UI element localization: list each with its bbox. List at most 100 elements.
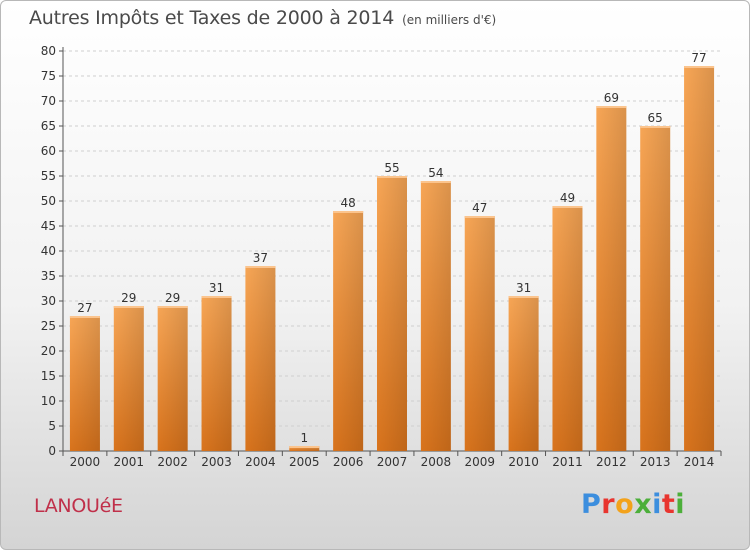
bars [69,66,715,451]
bar-shade [157,306,188,451]
y-tick-label: 10 [41,394,56,408]
y-tick-label: 70 [41,94,56,108]
bar-top [201,296,232,298]
bar-value-label: 31 [209,281,224,295]
bar-top [377,176,407,178]
y-tick-label: 75 [41,69,56,83]
logo-letter: P [581,489,602,520]
chart-title: Autres Impôts et Taxes de 2000 à 2014 [29,7,395,29]
bar-value-label: 48 [340,196,355,210]
bar-shade [420,181,451,451]
x-tick-label: 2014 [684,455,715,469]
bar-value-label: 29 [165,291,180,305]
x-tick-label: 2006 [333,455,364,469]
bar-top [289,446,320,448]
bar-shade [377,176,407,451]
x-tick-label: 2013 [640,455,671,469]
bar-top [508,296,539,298]
bar-2007 [377,176,407,451]
logo-letter: x [634,489,653,520]
bar-top [113,306,144,308]
y-tick-label: 20 [41,344,56,358]
bar-value-label: 29 [121,291,136,305]
x-tick-label: 2005 [289,455,320,469]
bar-2012 [596,106,627,451]
bar-2002 [157,306,188,451]
x-tick-label: 2009 [464,455,495,469]
bar-top [245,266,276,268]
y-tick-label: 55 [41,169,56,183]
bar-2003 [201,296,232,451]
bar-2005 [289,446,320,451]
bar-shade [684,66,715,451]
bar-shade [69,316,100,451]
x-tick-label: 2000 [70,455,101,469]
bar-2011 [552,206,583,451]
x-tick-label: 2012 [596,455,627,469]
chart-subtitle: (en milliers d'€) [402,13,497,27]
bar-shade [596,106,627,451]
bar-value-label: 49 [560,191,575,205]
logo-letter: i [652,489,662,520]
bar-top [420,181,451,183]
bar-shade [508,296,539,451]
bar-shade [113,306,144,451]
bar-shade [289,446,320,451]
bar-value-label: 27 [77,301,92,315]
bar-shade [464,216,495,451]
bar-value-label: 69 [604,91,619,105]
bar-2001 [113,306,144,451]
bar-value-label: 54 [428,166,443,180]
x-tick-label: 2003 [201,455,232,469]
bar-top [333,211,364,213]
logo-letter: i [675,489,686,520]
bar-top [464,216,495,218]
bar-2014 [684,66,715,451]
commune-name: LANOUéE [34,495,123,517]
bar-value-labels: 27 29 29 31 37 1 48 55 54 47 31 49 69 65 77 [77,51,706,445]
bar-value-label: 77 [691,51,706,65]
bar-2004 [245,266,276,451]
proxiti-logo: Proxiti [581,489,685,520]
y-tick-label: 60 [41,144,56,158]
bar-top [157,306,188,308]
y-tick-label: 15 [41,369,56,383]
x-tick-label: 2010 [508,455,539,469]
y-tick-label: 45 [41,219,56,233]
bar-top [596,106,627,108]
bar-shade [333,211,364,451]
bar-value-label: 37 [253,251,268,265]
bar-shade [201,296,232,451]
y-tick-label: 25 [41,319,56,333]
y-tick-label: 65 [41,119,56,133]
x-tick-label: 2002 [157,455,188,469]
bar-top [640,126,671,128]
logo-letter: o [615,489,635,520]
y-tick-label: 35 [41,269,56,283]
x-tick-label: 2011 [552,455,583,469]
x-tick-label: 2007 [377,455,408,469]
y-tick-label: 50 [41,194,56,208]
bar-shade [245,266,276,451]
bar-2013 [640,126,671,451]
bar-top [552,206,583,208]
bar-shade [640,126,671,451]
bar-2008 [420,181,451,451]
y-tick-label: 5 [48,419,56,433]
y-tick-label: 40 [41,244,56,258]
bar-shade [552,206,583,451]
y-tick-label: 0 [48,444,56,458]
bar-2010 [508,296,539,451]
bar-2000 [69,316,100,451]
bar-value-label: 55 [384,161,399,175]
bar-value-label: 31 [516,281,531,295]
logo-letter: t [661,489,676,520]
x-tick-label: 2001 [114,455,145,469]
bar-top [69,316,100,318]
bar-2009 [464,216,495,451]
x-axis-ticks: 2000 2001 2002 2003 2004 2005 2006 2007 2008 2009… [62,451,722,469]
logo-letter: r [601,489,616,520]
bar-top [684,66,715,68]
